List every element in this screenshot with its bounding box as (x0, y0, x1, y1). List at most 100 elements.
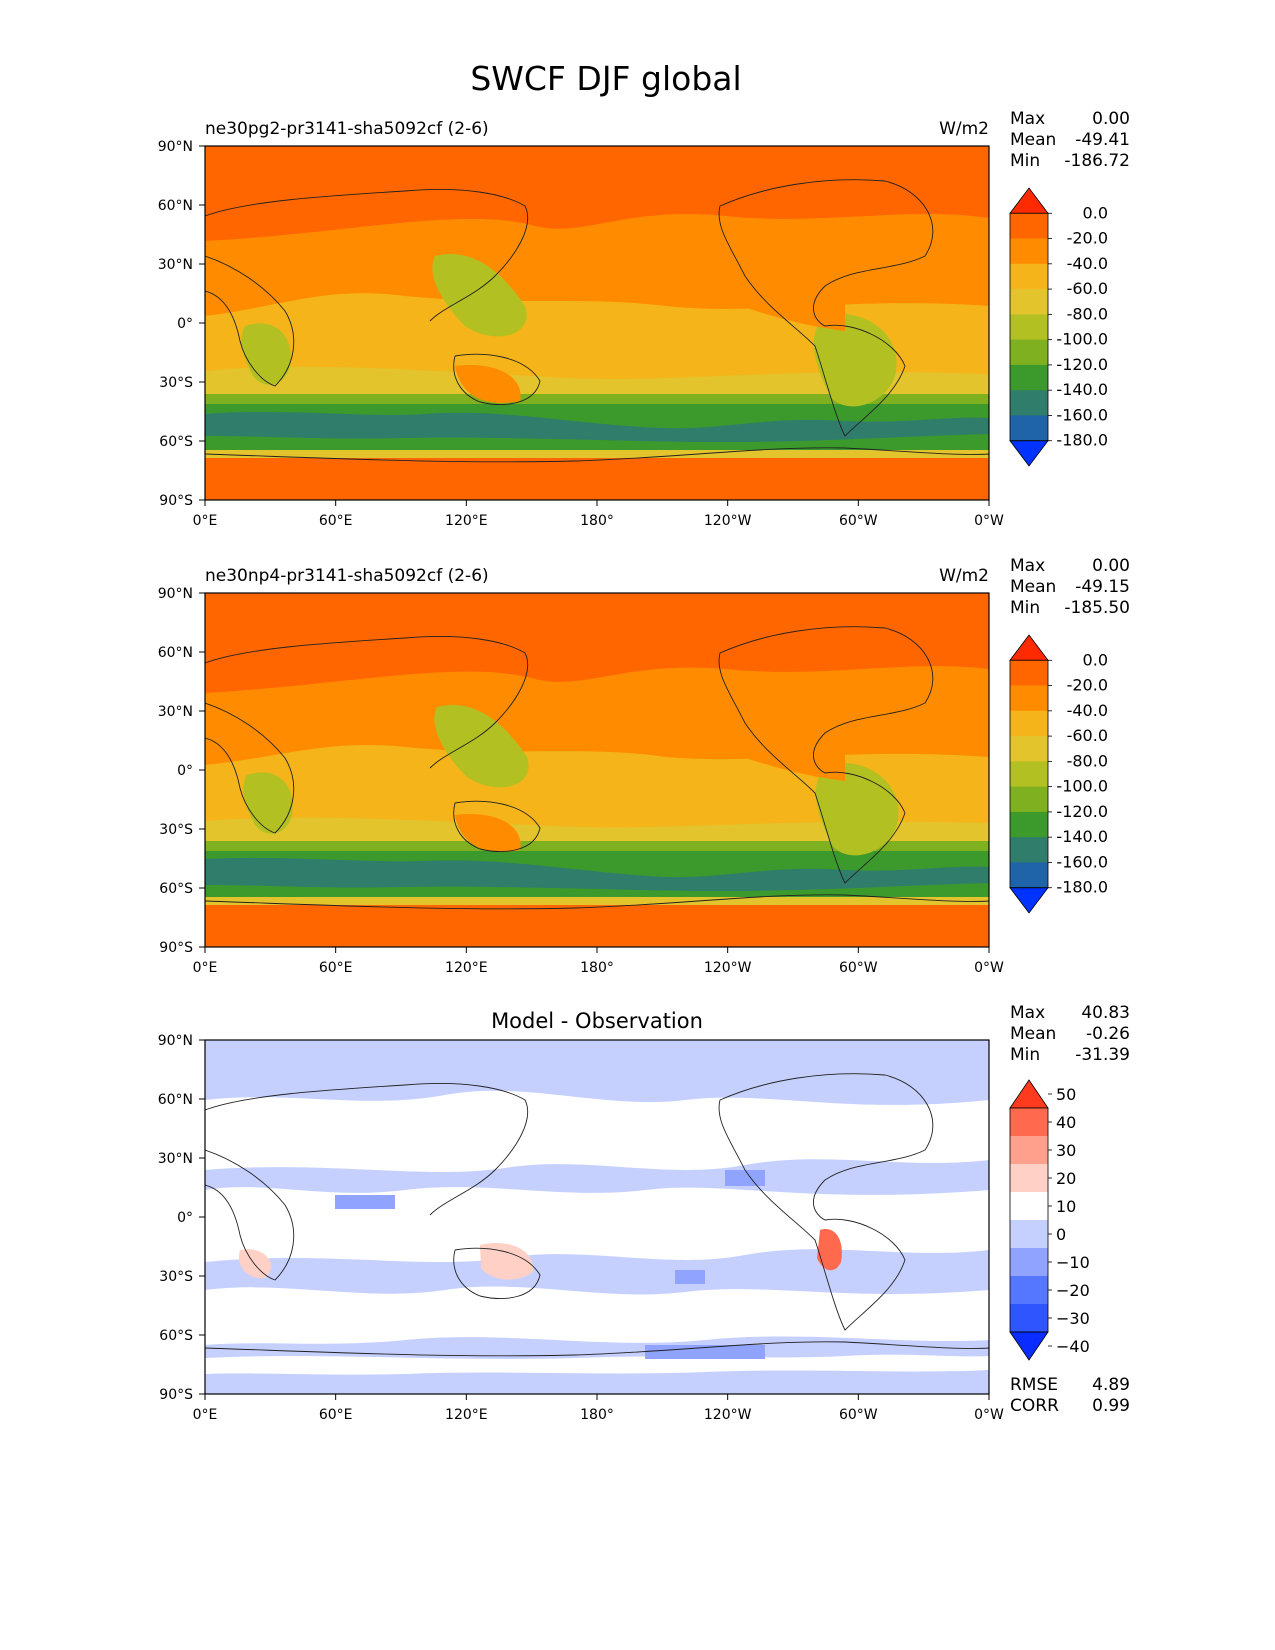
colorbar-extend-top (1009, 187, 1049, 214)
colorbar-extend-bottom (1009, 1331, 1049, 1361)
stats-block: Max 0.00 Mean -49.41 Min -186.72 (1010, 109, 1130, 171)
colorbar-label: -20.0 (1067, 229, 1108, 248)
colorbar-label: 0 (1056, 1225, 1066, 1244)
panel-diff: Model - Observation 90°N 60°N 30°N 0° 30°S 60… (158, 1003, 1130, 1423)
field-patch-west-pacific (434, 705, 529, 788)
colorbar-label: 50 (1056, 1085, 1076, 1104)
field-patch-south-america (813, 314, 897, 407)
metric-label: CORR (1010, 1396, 1059, 1416)
stat-value: 40.83 (1081, 1003, 1130, 1023)
colorbar-bin (1010, 685, 1048, 712)
panel-subtitle-center: Model - Observation (491, 1009, 703, 1033)
metric-value: 4.89 (1092, 1375, 1130, 1395)
colorbar-bin (1010, 837, 1048, 863)
colorbar-label: -80.0 (1067, 751, 1108, 770)
colorbar-bin (1010, 238, 1048, 265)
colorbar: 0.0 -20.0 -40.0 -60.0 -80.0 -100.0 -120.0 -140.… (1009, 634, 1108, 914)
lon-tick-label: 60°W (839, 960, 878, 976)
colorbar-bin (1010, 786, 1048, 813)
lon-tick-label: 60°E (319, 1407, 353, 1423)
field-patch-south-america (815, 763, 899, 856)
colorbar-bin (1010, 1220, 1048, 1249)
field-patch-east-pacific (675, 705, 845, 781)
colorbar-label: −10 (1056, 1253, 1090, 1272)
field-band-storm-core (205, 857, 989, 891)
colorbar-label: -60.0 (1067, 726, 1108, 745)
lat-tick-label: 90°N (158, 586, 193, 602)
colorbar-frame (1009, 212, 1049, 442)
colorbar-label: -140.0 (1056, 827, 1108, 846)
colorbar-bin (1010, 1164, 1048, 1193)
lat-tick-label: 60°N (158, 1092, 193, 1108)
colorbar-bin (1010, 364, 1048, 391)
map-field (205, 146, 989, 500)
field-patch-australia (455, 365, 521, 403)
lat-tick-label: 60°N (158, 198, 193, 214)
stat-value: -0.26 (1086, 1024, 1130, 1044)
colorbar-bin (1010, 811, 1048, 838)
colorbar-label: -180.0 (1056, 878, 1108, 897)
lat-tick-label: 90°S (159, 1387, 193, 1403)
lat-tick-label: 30°N (158, 704, 193, 720)
stat-value: -49.15 (1075, 577, 1130, 597)
stats-block: Max 40.83 Mean -0.26 Min -31.39 (1010, 1003, 1130, 1065)
colorbar: 50 40 30 20 10 0 −10 −20 −30 −40 (1009, 1079, 1090, 1361)
lon-tick-label: 120°W (704, 1407, 752, 1423)
colorbar-label: -160.0 (1056, 405, 1108, 424)
coastlines (205, 179, 989, 463)
lon-tick-label: 0°W (974, 960, 1004, 976)
lon-tick-label: 60°E (319, 960, 353, 976)
stat-value: -31.39 (1075, 1045, 1130, 1065)
metric-label: RMSE (1010, 1375, 1058, 1395)
colorbar-label: -120.0 (1056, 802, 1108, 821)
colorbar-bin (1010, 263, 1048, 290)
colorbar-extend-bottom (1009, 440, 1049, 467)
panel-subtitle: ne30pg2-pr3141-sha5092cf (2-6) (205, 119, 489, 139)
figure-title: SWCF DJF global (470, 59, 741, 98)
lat-tick-label: 0° (177, 316, 193, 332)
colorbar-bin (1010, 660, 1048, 687)
lon-axis: 0°E 60°E 120°E 180° 120°W 60°W 0°W (193, 947, 1004, 976)
coastlines (205, 1073, 989, 1357)
colorbar-label: −20 (1056, 1281, 1090, 1300)
colorbar-label: -20.0 (1067, 676, 1108, 695)
stat-value: -185.50 (1064, 598, 1130, 618)
colorbar-bin (1010, 1136, 1048, 1165)
lat-tick-label: 0° (177, 763, 193, 779)
lat-tick-label: 30°N (158, 1151, 193, 1167)
colorbar-bin (1010, 1304, 1048, 1333)
field-band-storm-core (205, 412, 989, 442)
colorbar-label: -60.0 (1067, 279, 1108, 298)
colorbar-label: -180.0 (1056, 431, 1108, 450)
lon-tick-label: 180° (580, 960, 614, 976)
colorbar-bin (1010, 415, 1048, 442)
lon-tick-label: 120°W (704, 960, 752, 976)
colorbar-label: 0.0 (1083, 650, 1108, 669)
lon-tick-label: 180° (580, 513, 614, 529)
colorbar-bin (1010, 314, 1048, 341)
panel-subtitle: ne30np4-pr3141-sha5092cf (2-6) (205, 566, 489, 586)
field-patch-west-pacific (432, 254, 527, 337)
stat-label: Min (1010, 1045, 1040, 1065)
lat-tick-label: 60°N (158, 645, 193, 661)
colorbar-bin (1010, 1276, 1048, 1305)
lon-tick-label: 60°E (319, 513, 353, 529)
metrics-block: RMSE 4.89 CORR 0.99 (1010, 1375, 1130, 1416)
lat-tick-label: 0° (177, 1210, 193, 1226)
panel-units: W/m2 (939, 566, 989, 586)
colorbar-bin (1010, 390, 1048, 416)
lon-tick-label: 60°W (839, 1407, 878, 1423)
lat-tick-label: 60°S (159, 881, 193, 897)
colorbar-bin (1010, 710, 1048, 737)
field-band-antarctic-edge (205, 450, 989, 458)
stat-label: Mean (1010, 1024, 1056, 1044)
field-pos-africa (239, 1249, 271, 1279)
colorbar-label: -100.0 (1056, 777, 1108, 796)
stat-label: Mean (1010, 130, 1056, 150)
field-neg-patch (645, 1345, 765, 1359)
map-field (205, 1040, 989, 1394)
lon-tick-label: 0°E (193, 1407, 218, 1423)
lon-tick-label: 0°E (193, 513, 218, 529)
stat-label: Min (1010, 151, 1040, 171)
